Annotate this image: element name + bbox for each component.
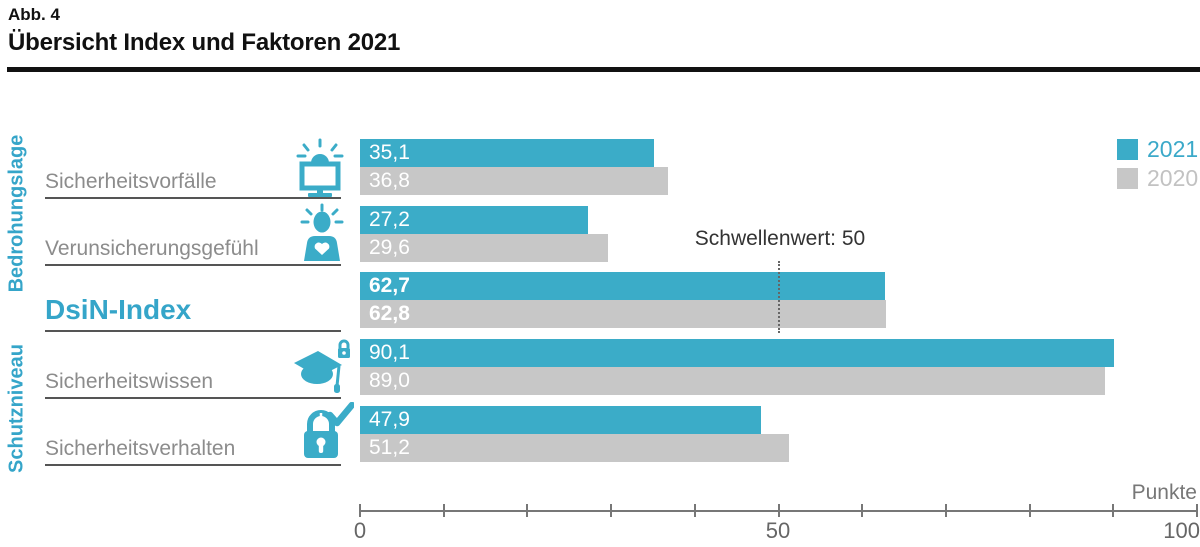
axis-tick [526,504,529,517]
figure-title: Übersicht Index und Faktoren 2021 [8,29,401,56]
bar-value-label: 90,1 [369,341,410,364]
legend-label-2020: 2020 [1147,165,1199,191]
row-underline [45,330,341,332]
bar-2020-category-2: 29,6 [360,234,608,262]
axis-tick [1028,504,1031,517]
bar-2020-category-3: 62,8 [360,300,886,328]
bar-value-label: 51,2 [369,436,410,459]
axis-tick [777,504,780,517]
row-underline [45,464,341,466]
threshold-line [777,261,780,333]
axis-tick [693,504,696,517]
axis-tick-label-50: 50 [765,518,791,543]
graduation-cap-lock-icon [290,336,352,403]
row-underline [45,197,341,199]
anxious-person-icon [294,203,350,268]
axis-tick [944,504,947,517]
bar-2021-category-5: 47,9 [360,406,761,434]
alarm-monitor-icon [292,136,348,203]
axis-tick-label-0: 0 [353,518,367,543]
bar-2020-category-5: 51,2 [360,434,789,462]
bar-value-label: 29,6 [369,236,410,259]
bar-2021-category-3: 62,7 [360,272,885,300]
legend-swatch-2020 [1117,168,1138,189]
row-underline [45,264,341,266]
axis-unit-label: Punkte [1131,481,1197,504]
row-label-verunsicherungsgefuehl: Verunsicherungsgefühl [45,237,259,260]
bar-value-label: 27,2 [369,208,410,231]
threshold-label: Schwellenwert: 50 [694,227,866,250]
axis-tick [861,504,864,517]
axis-tick [359,504,361,517]
figure-number: Abb. 4 [8,5,60,24]
row-underline [45,397,341,399]
padlock-check-icon [294,401,356,467]
bar-value-label: 36,8 [369,169,410,192]
row-label-dsin-index: DsiN-Index [45,294,192,325]
bar-value-label: 89,0 [369,369,410,392]
bar-value-label: 47,9 [369,408,410,431]
bar-2020-category-1: 36,8 [360,167,668,195]
row-label-sicherheitsvorfaelle: Sicherheitsvorfälle [45,170,217,193]
bar-value-label: 62,8 [369,302,410,325]
title-rule [7,67,1200,72]
bar-value-label: 62,7 [369,274,410,297]
bar-2021-category-1: 35,1 [360,139,654,167]
axis-tick [442,504,445,517]
legend-swatch-2021 [1117,139,1138,160]
bar-2021-category-4: 90,1 [360,339,1114,367]
bar-value-label: 35,1 [369,141,410,164]
group-label-bedrohungslage: Bedrohungslage [5,134,28,293]
row-label-sicherheitswissen: Sicherheitswissen [45,370,214,393]
bar-2020-category-4: 89,0 [360,367,1105,395]
group-label-schutzniveau: Schutzniveau [5,344,28,473]
axis-tick [1112,504,1115,517]
axis-tick [1196,504,1198,517]
bar-2021-category-2: 27,2 [360,206,588,234]
legend-label-2021: 2021 [1147,136,1199,162]
axis-tick-label-100: 100 [1163,518,1200,543]
axis-tick [610,504,613,517]
row-label-sicherheitsverhalten: Sicherheitsverhalten [45,437,236,460]
